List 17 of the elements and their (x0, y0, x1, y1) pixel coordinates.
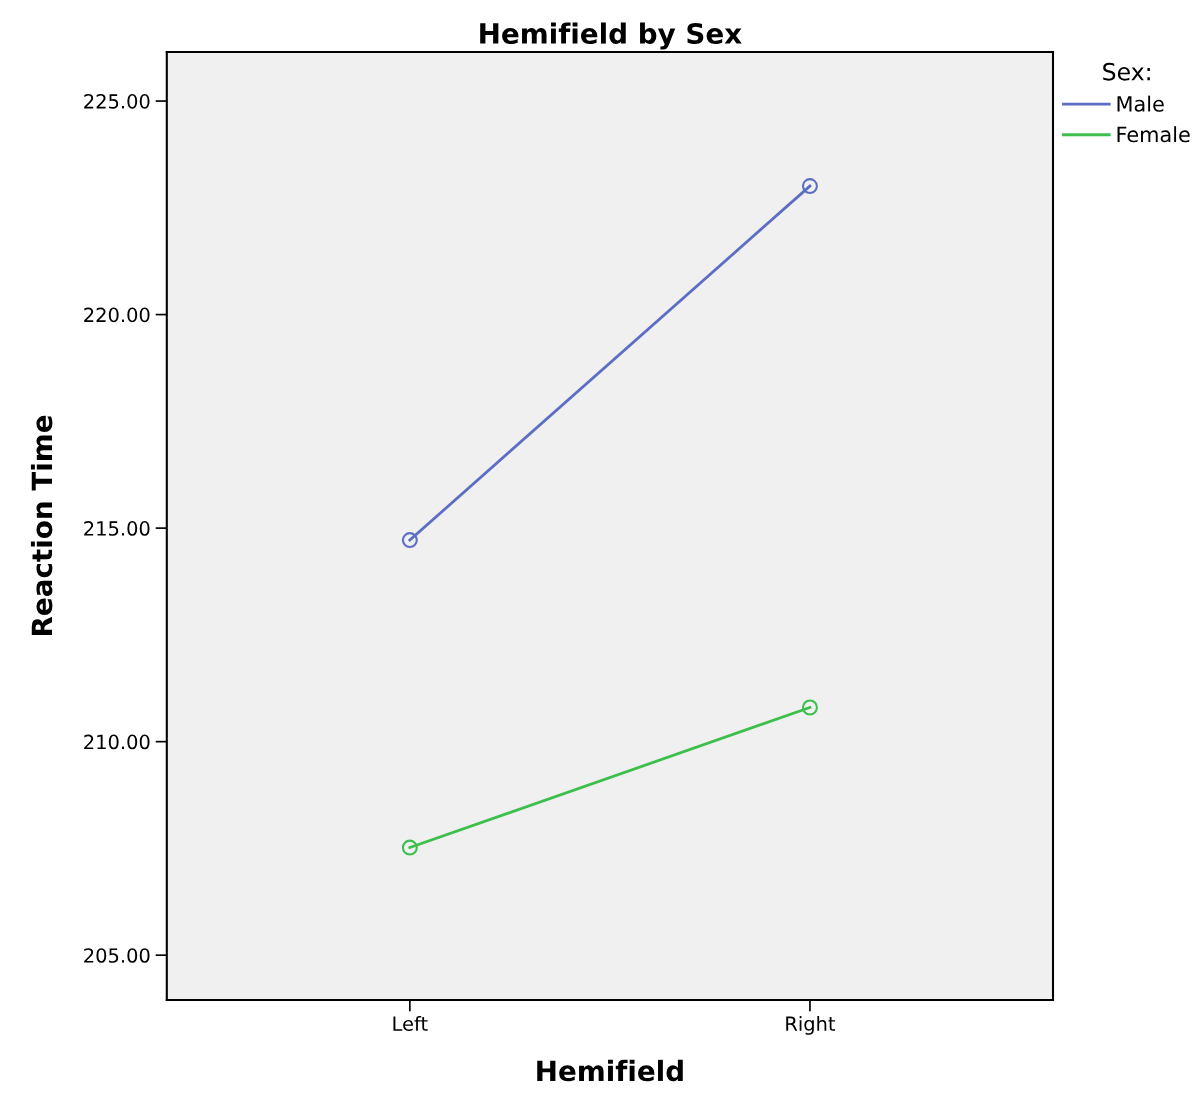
point (401, 839, 418, 856)
x-tick-label: Left (393, 1016, 428, 1032)
point (401, 532, 418, 549)
x-axis-title: Hemifield (537, 1059, 683, 1082)
y-tick-label: 205.00 (84, 948, 150, 963)
legend-title: Sex: (1103, 62, 1150, 81)
point (801, 699, 818, 716)
y-tick-label: 210.00 (84, 734, 150, 750)
point (801, 178, 818, 195)
legend-label: Male (1117, 95, 1164, 112)
y-tick-label: 225.00 (84, 94, 150, 109)
y-tick-label: 220.00 (84, 307, 150, 323)
x-tick-label: Right (786, 1016, 836, 1035)
y-tick-label: 215.00 (84, 521, 150, 536)
chart-title: Hemifield by Sex (480, 22, 742, 50)
legend-label: Female (1117, 126, 1190, 143)
y-axis-title: Reaction Time (30, 415, 53, 635)
